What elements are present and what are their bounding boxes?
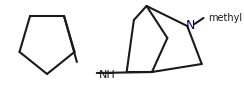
Text: methyl: methyl — [208, 13, 242, 23]
Text: NH: NH — [99, 70, 115, 80]
Text: N: N — [185, 19, 195, 32]
